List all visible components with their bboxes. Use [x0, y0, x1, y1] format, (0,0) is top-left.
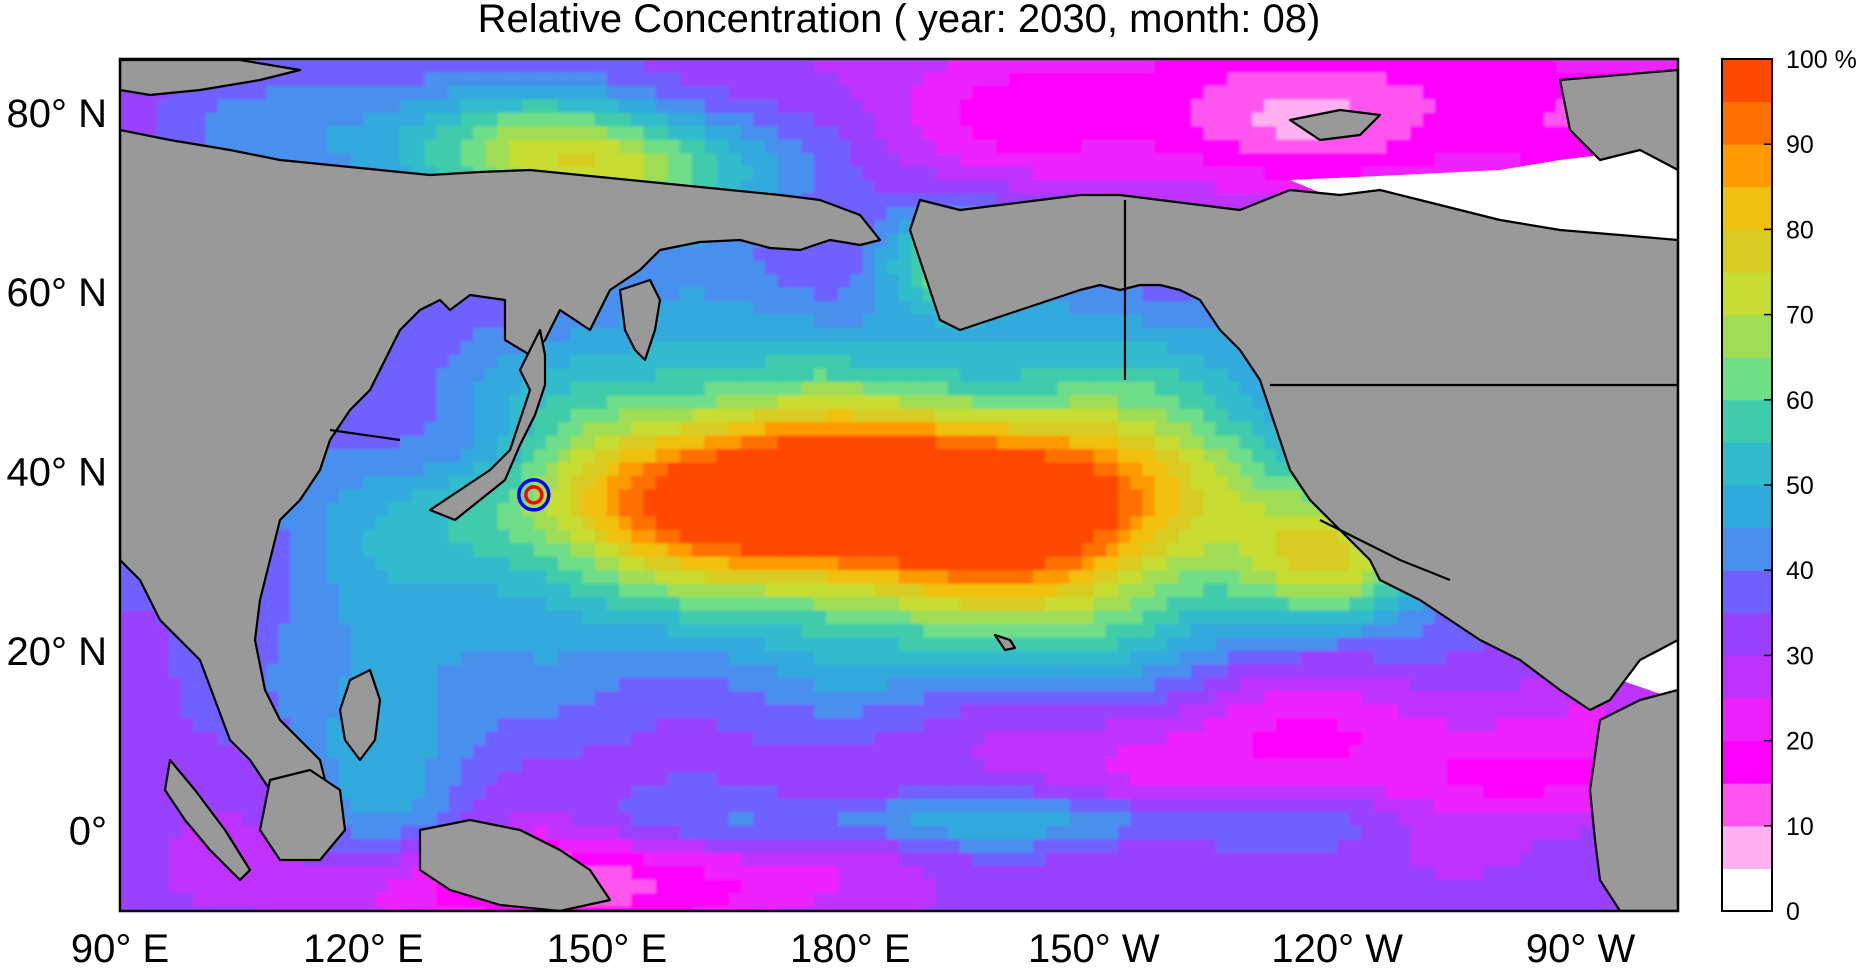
land-philippines [338, 668, 382, 762]
land-masses [120, 59, 1678, 911]
marker-inner-ring [524, 485, 544, 505]
colorbar-tick-label: 0 [1786, 898, 1800, 926]
colorbar-swatch [1722, 868, 1772, 912]
marker-outer-ring [517, 478, 551, 512]
colorbar-tick-label: 100 % [1786, 46, 1857, 74]
land-arctic-islands-east [1288, 108, 1382, 142]
colorbar-swatch [1722, 272, 1772, 316]
colorbar-tick-label: 60 [1786, 387, 1814, 415]
colorbar-tick-label: 30 [1786, 642, 1814, 670]
lon-label: 90° W [1526, 927, 1636, 971]
colorbar-swatch [1722, 655, 1772, 699]
lat-label: 0° [69, 809, 107, 853]
colorbar: 0 10 20 30 40 50 60 70 80 90 100 % [1721, 46, 1857, 926]
land-hawaii [993, 633, 1017, 652]
lon-label: 150° W [1028, 927, 1160, 971]
land-kamchatka [618, 278, 662, 362]
colorbar-tick-label: 20 [1786, 728, 1814, 756]
colorbar-tick-label: 80 [1786, 216, 1814, 244]
colorbar-swatch [1722, 698, 1772, 742]
lat-label: 40° N [7, 451, 108, 495]
lon-label: 120° W [1271, 927, 1403, 971]
colorbar-tick-labels: 0 10 20 30 40 50 60 70 80 90 100 % [1764, 46, 1857, 926]
colorbar-swatch [1722, 314, 1772, 358]
latitude-labels: 80° N 60° N 40° N 20° N 0° [7, 92, 108, 853]
colorbar-swatch [1722, 570, 1772, 614]
colorbar-swatch [1722, 101, 1772, 145]
lon-label: 120° E [303, 927, 424, 971]
colorbar-swatch [1722, 783, 1772, 827]
colorbar-tick-label: 10 [1786, 813, 1814, 841]
lat-label: 20° N [7, 630, 108, 674]
colorbar-swatch [1722, 442, 1772, 486]
colorbar-swatch [1722, 527, 1772, 571]
land-borneo [258, 768, 347, 862]
political-borders [329, 200, 1678, 582]
lat-label: 80° N [7, 92, 108, 136]
colorbar-swatches [1722, 59, 1772, 912]
map-area [120, 59, 1678, 911]
lat-label: 60° N [7, 271, 108, 315]
land-south-america [1588, 688, 1678, 911]
land-new-guinea [418, 818, 612, 911]
colorbar-swatch [1722, 144, 1772, 188]
map-title: Relative Concentration ( year: 2030, mon… [478, 0, 1321, 41]
colorbar-tick-label: 70 [1786, 302, 1814, 330]
colorbar-tick-label: 50 [1786, 472, 1814, 500]
colorbar-swatch [1722, 485, 1772, 529]
lon-label: 90° E [71, 927, 169, 971]
land-greenland [1558, 68, 1678, 172]
colorbar-swatch [1722, 825, 1772, 869]
colorbar-tick-label: 40 [1786, 557, 1814, 585]
colorbar-swatch [1722, 186, 1772, 230]
land-japan [428, 328, 547, 522]
land-north-america [908, 188, 1678, 712]
colorbar-tick-label: 90 [1786, 131, 1814, 159]
colorbar-swatch [1722, 612, 1772, 656]
lon-label: 180° E [790, 927, 911, 971]
lon-label: 150° E [547, 927, 668, 971]
map-frame [118, 57, 1680, 913]
colorbar-swatch [1722, 357, 1772, 401]
land-sumatra [163, 758, 252, 882]
source-location-marker [517, 478, 551, 512]
colorbar-swatch [1722, 399, 1772, 443]
longitude-labels: 90° E 120° E 150° E 180° E 150° W 120° W 90° W [71, 927, 1636, 971]
colorbar-swatch [1722, 59, 1772, 103]
colorbar-swatch [1722, 740, 1772, 784]
colorbar-swatch [1722, 229, 1772, 273]
land-arctic-islands-west [120, 59, 302, 97]
